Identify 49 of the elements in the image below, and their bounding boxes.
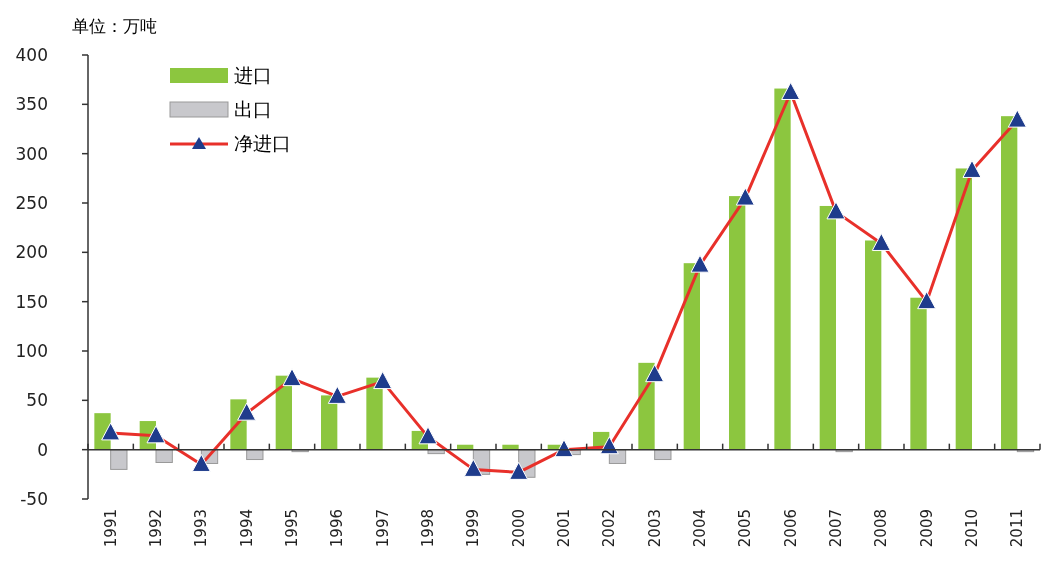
bar [155,449,173,463]
y-tick-label: 200 [15,242,48,263]
bar [865,240,882,450]
x-tick-label: 1995 [283,509,301,548]
bar [110,449,128,470]
x-tick-label: 1998 [419,509,437,548]
y-axis-title: 单位：万吨 [72,16,157,36]
x-tick-label: 1992 [147,509,165,548]
x-tick-label: 2001 [555,509,573,548]
x-tick-label: 1994 [237,509,256,548]
bar [683,263,700,450]
y-tick-label: 350 [15,94,48,115]
bar [819,205,836,450]
x-tick-label: 2007 [827,509,845,548]
bar [246,449,264,461]
bar [910,297,927,450]
y-tick-label: 0 [37,439,48,460]
legend-label: 进口 [234,64,272,86]
x-tick-label: 2003 [645,509,664,548]
x-tick-label: 2004 [691,509,709,548]
bar [729,196,746,450]
x-tick-label: 1997 [373,509,392,548]
x-tick-label: 1993 [192,509,211,548]
bar [321,395,338,450]
y-tick-label: 50 [26,390,48,411]
y-tick-label: 400 [15,45,48,65]
x-tick-label: 2000 [509,509,528,548]
x-tick-label: 2006 [781,509,800,548]
x-tick-label: 2010 [963,509,981,548]
y-tick-label: 300 [15,143,48,164]
bar [1001,116,1018,450]
bar [774,88,791,450]
legend-label: 出口 [234,98,272,120]
x-tick-label: 1996 [328,509,347,548]
bar [654,449,672,461]
y-tick-label: -50 [20,489,48,509]
y-tick-label: 150 [15,291,48,312]
x-tick-label: 2011 [1008,509,1027,548]
y-tick-label: 100 [15,341,48,361]
x-tick-label: 1999 [464,509,483,548]
x-tick-label: 2002 [600,509,619,548]
x-tick-label: 2008 [872,509,891,548]
y-tick-label: 250 [15,193,48,213]
legend-label: 净进口 [234,132,291,154]
x-tick-label: 2005 [736,509,755,548]
x-tick-label: 1991 [101,509,120,548]
bar [955,168,972,450]
bar [366,377,383,450]
x-tick-label: 2009 [917,509,936,548]
